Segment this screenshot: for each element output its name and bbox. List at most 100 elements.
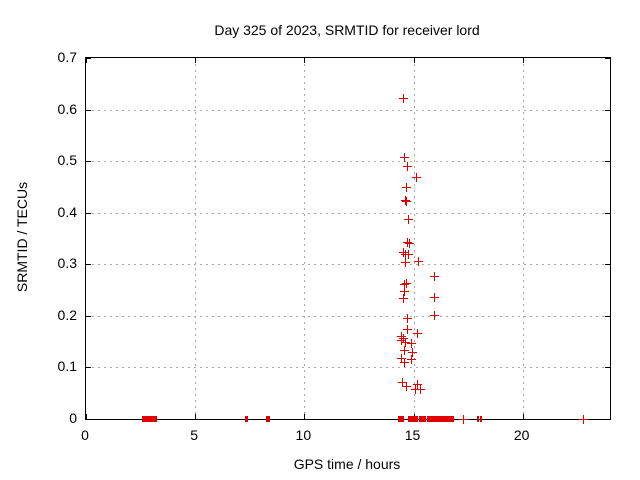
x-tick-bottom xyxy=(522,414,524,419)
y-tick-label: 0.5 xyxy=(57,152,77,169)
data-point xyxy=(402,278,412,288)
data-point xyxy=(407,339,417,349)
y-tick-right xyxy=(605,367,610,369)
chart-title: Day 325 of 2023, SRMTID for receiver lor… xyxy=(214,22,480,38)
y-tick-left xyxy=(86,367,91,369)
y-tick-left xyxy=(86,212,91,214)
data-point xyxy=(399,333,409,343)
gridline-horizontal xyxy=(86,109,610,111)
x-tick-top xyxy=(522,58,524,63)
data-point xyxy=(400,195,410,205)
y-tick-right xyxy=(605,315,610,317)
zero-run xyxy=(268,416,271,422)
data-point xyxy=(399,248,409,258)
y-tick-left xyxy=(86,161,91,163)
data-point xyxy=(408,347,418,357)
data-point xyxy=(459,415,469,424)
x-tick-top xyxy=(413,58,415,63)
y-tick-right xyxy=(605,58,610,59)
zero-run xyxy=(245,416,248,422)
data-point xyxy=(398,294,408,304)
data-point xyxy=(400,358,410,368)
data-point xyxy=(398,377,408,387)
data-point xyxy=(402,238,412,248)
data-point xyxy=(403,250,413,260)
data-point xyxy=(400,153,410,163)
x-tick-bottom xyxy=(86,414,87,419)
data-point xyxy=(402,381,412,391)
data-point xyxy=(404,214,414,224)
x-tick-label: 20 xyxy=(513,427,530,443)
data-point xyxy=(402,183,412,193)
data-point xyxy=(412,328,422,338)
gridline-vertical xyxy=(195,58,197,419)
gridline-horizontal xyxy=(86,212,610,214)
y-tick-left xyxy=(86,419,91,420)
data-point xyxy=(578,415,588,424)
x-tick-top xyxy=(86,58,87,63)
y-tick-label: 0.6 xyxy=(57,100,77,117)
y-tick-left xyxy=(86,58,91,59)
data-point xyxy=(412,379,422,389)
y-tick-right xyxy=(605,109,610,111)
data-point xyxy=(403,324,413,334)
gridline-horizontal xyxy=(86,264,610,266)
data-point xyxy=(406,355,416,365)
data-point xyxy=(401,337,411,347)
y-tick-label: 0.3 xyxy=(57,255,77,272)
zero-run xyxy=(477,416,480,422)
y-tick-right xyxy=(605,419,610,420)
zero-run xyxy=(427,416,455,422)
gridline-vertical xyxy=(522,58,524,419)
data-point xyxy=(400,287,410,297)
x-tick-label: 0 xyxy=(81,427,89,443)
data-point xyxy=(430,292,440,302)
y-tick-right xyxy=(605,264,610,266)
data-point xyxy=(405,239,415,249)
data-point xyxy=(413,257,423,267)
data-point xyxy=(412,173,422,183)
data-point xyxy=(402,162,412,172)
x-tick-top xyxy=(304,58,306,63)
data-point xyxy=(397,353,407,363)
data-point xyxy=(402,197,412,207)
x-axis-label: GPS time / hours xyxy=(293,456,401,472)
x-tick-label: 5 xyxy=(190,427,199,443)
y-tick-label: 0 xyxy=(69,410,77,426)
x-tick-bottom xyxy=(304,414,306,419)
zero-run xyxy=(480,416,483,422)
gridline-horizontal xyxy=(86,367,610,369)
data-point xyxy=(396,331,406,341)
data-point xyxy=(400,345,410,355)
y-tick-right xyxy=(605,212,610,214)
zero-run xyxy=(265,416,268,422)
y-tick-left xyxy=(86,315,91,317)
y-tick-label: 0.4 xyxy=(57,203,77,220)
y-tick-label: 0.7 xyxy=(57,49,77,65)
zero-run xyxy=(419,416,427,422)
plot-area xyxy=(85,57,611,424)
data-point xyxy=(430,272,440,282)
y-tick-left xyxy=(86,109,91,111)
data-point xyxy=(402,313,412,323)
x-tick-bottom xyxy=(195,414,197,419)
data-point xyxy=(400,257,410,267)
y-axis-label: SRMTID / TECUs xyxy=(14,181,30,293)
data-point xyxy=(411,385,421,395)
zero-run xyxy=(397,416,405,422)
data-point xyxy=(400,249,410,259)
gridline-vertical xyxy=(304,58,306,419)
zero-run xyxy=(408,416,418,422)
y-tick-left xyxy=(86,264,91,266)
y-tick-right xyxy=(605,161,610,163)
data-point xyxy=(397,336,407,346)
data-point xyxy=(416,385,426,395)
gridline-horizontal xyxy=(86,315,610,317)
data-point xyxy=(399,280,409,290)
gridline-vertical xyxy=(413,58,415,419)
x-tick-label: 10 xyxy=(295,427,312,443)
x-tick-label: 15 xyxy=(404,427,421,443)
y-tick-label: 0.2 xyxy=(57,306,77,323)
x-tick-top xyxy=(195,58,197,63)
